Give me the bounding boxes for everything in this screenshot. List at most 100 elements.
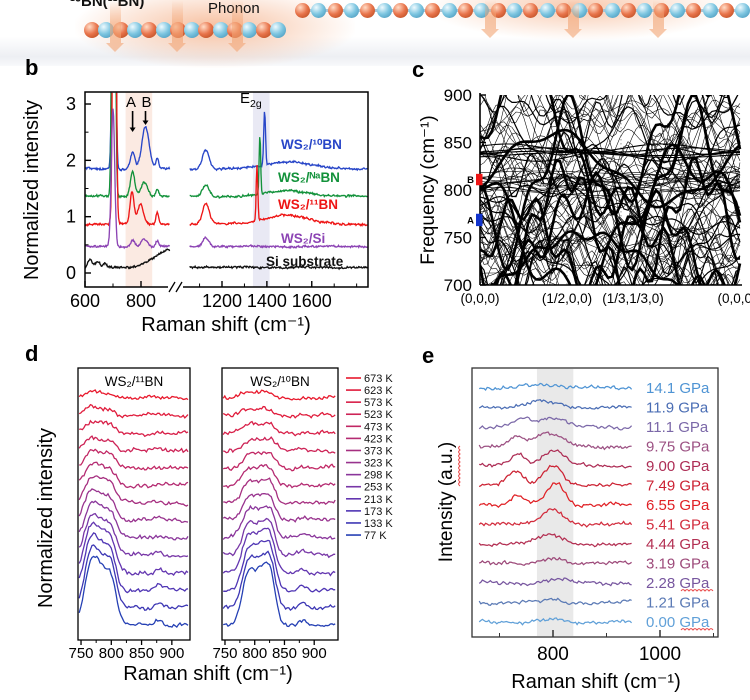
pressure-label: 11.1 GPa	[646, 419, 709, 436]
pressure-label: 4.44 GPa	[646, 536, 710, 553]
temperature-spectrum	[78, 532, 189, 594]
series-label: WS₂/¹⁰BN	[281, 137, 342, 152]
plot-frame	[471, 367, 719, 638]
phonon-branch	[480, 200, 741, 268]
nitrogen-atom	[604, 2, 620, 18]
panel-letter-b: b	[25, 55, 39, 80]
isotope-substrate-label: ¹⁰BN(¹¹BN)	[70, 0, 145, 10]
kpath-label: (1/3,1/3,0)	[602, 291, 664, 306]
temperature-spectrum	[79, 448, 189, 471]
boron-atom	[84, 22, 100, 38]
annotation-E2g-sub: 2g	[250, 98, 262, 110]
y-tick: 1	[66, 207, 76, 227]
phonon-arrow-icon	[106, 0, 124, 52]
phonon-branch	[480, 234, 741, 285]
phonon-branch	[480, 150, 741, 157]
x-tick: 800	[537, 644, 569, 665]
x-tick: 750	[69, 645, 94, 662]
phonon-branch	[524, 214, 741, 285]
x-tick: 1000	[639, 644, 681, 665]
pressure-label: 5.41 GPa	[646, 517, 710, 534]
boron-atom	[425, 2, 441, 18]
phonon-branch	[480, 176, 741, 181]
phonon-branch	[480, 171, 741, 182]
legend-label: 523 K	[364, 409, 393, 421]
x-axis-label: Raman shift (cm⁻¹)	[511, 671, 680, 693]
phonon-branch	[499, 173, 741, 285]
phonon-branch	[480, 124, 741, 207]
temperature-spectrum	[223, 464, 336, 489]
boron-atom	[360, 2, 376, 18]
pressure-label: 2.28 GPa	[646, 575, 710, 592]
subplot-title: WS₂/¹¹BN	[105, 374, 163, 389]
pressure-spectrum	[478, 577, 632, 587]
pressure-label: 9.00 GPa	[646, 458, 710, 475]
y-tick: 750	[444, 229, 472, 248]
pressure-spectrum	[478, 399, 632, 410]
phonon-branch	[519, 240, 741, 285]
phonon-branch	[480, 138, 741, 271]
boron-atom	[686, 2, 702, 18]
phonon-branch	[480, 188, 742, 285]
nitrogen-atom	[669, 2, 685, 18]
phonon-branch	[480, 229, 741, 285]
series-label: WS₂/Si	[281, 231, 325, 246]
series-label: Si substrate	[266, 254, 344, 269]
boron-atom	[555, 2, 571, 18]
subplot-title: WS₂/¹⁰BN	[250, 374, 309, 389]
boron-atom	[621, 2, 636, 18]
temperature-spectrum	[79, 419, 189, 438]
pressure-spectrum	[478, 464, 632, 488]
legend-label: 213 K	[364, 494, 393, 506]
nitrogen-atom	[126, 22, 143, 38]
phonon-branch	[480, 227, 723, 285]
pressure-label: 6.55 GPa	[646, 497, 710, 514]
nitrogen-atom	[311, 2, 327, 18]
boron-atom	[295, 2, 310, 18]
pressure-spectrum	[479, 449, 632, 469]
spectrum-curve	[85, 92, 368, 172]
phonon-branch	[480, 180, 741, 187]
pressure-spectrum	[479, 382, 633, 391]
nitrogen-atom	[409, 2, 425, 18]
legend-label: 298 K	[364, 470, 393, 482]
temperature-spectrum	[222, 504, 336, 540]
annotation-A: A	[126, 94, 136, 111]
temperature-spectrum	[222, 550, 336, 612]
marker-B-label: B	[467, 175, 474, 186]
phonon-branch	[551, 95, 741, 128]
phonon-arrow-icon	[228, 0, 246, 52]
axis-break-slash	[168, 281, 176, 293]
pressure-spectrum	[478, 416, 633, 431]
pressure-label: 9.75 GPa	[646, 439, 710, 456]
pressure-spectrum	[478, 508, 633, 528]
boron-atom	[458, 2, 473, 18]
temperature-spectrum	[222, 405, 336, 419]
nitrogen-atom	[539, 2, 555, 18]
nitrogen-atom	[241, 22, 258, 38]
legend-label: 173 K	[364, 506, 393, 518]
x-axis-label: Raman shift (cm⁻¹)	[141, 314, 310, 336]
nitrogen-atom	[376, 2, 392, 18]
temperature-spectrum	[78, 512, 189, 558]
legend-label: 423 K	[364, 433, 393, 445]
phonon-branch	[480, 95, 742, 217]
y-tick: 800	[444, 181, 472, 200]
pressure-label: 1.21 GPa	[646, 595, 710, 612]
temperature-spectrum	[78, 488, 189, 523]
phonon-arrow-icon	[649, 0, 667, 38]
legend-label: 473 K	[364, 421, 393, 433]
kpath-label: (0,0,0)	[717, 291, 750, 306]
legend-label: 323 K	[364, 458, 393, 470]
nitrogen-atom	[184, 22, 201, 38]
annotation-arrowhead	[142, 120, 149, 125]
temperature-spectrum	[222, 492, 336, 523]
phonon-branch	[480, 203, 715, 285]
x-tick: 850	[272, 645, 297, 662]
kpath-label: (1/2,0,0)	[542, 291, 592, 306]
pressure-spectrum	[478, 533, 632, 548]
plot-frame	[84, 91, 369, 288]
legend-label: 573 K	[364, 397, 393, 409]
marker-B	[476, 173, 483, 186]
